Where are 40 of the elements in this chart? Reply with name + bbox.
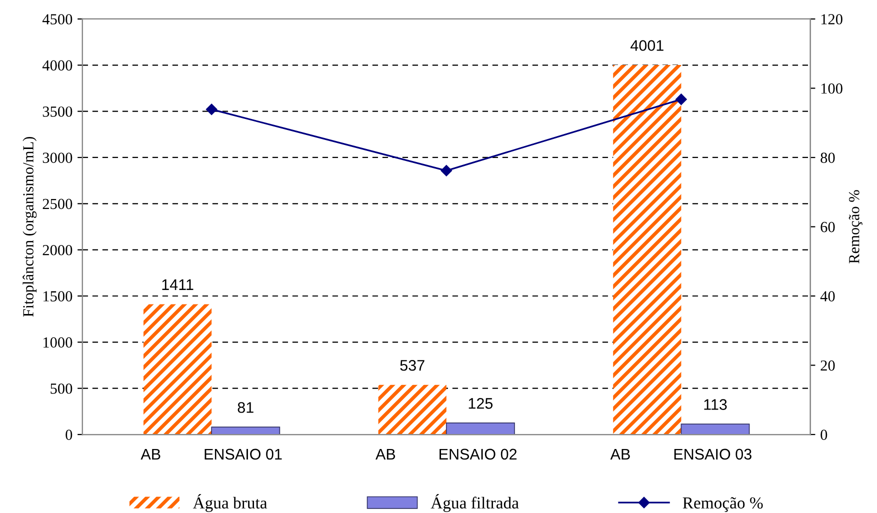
y2-tick-label: 100 <box>821 83 842 94</box>
y-tick-label: 4000 <box>42 60 72 71</box>
y-tick-label: 1500 <box>44 291 72 302</box>
point <box>676 94 687 105</box>
bar <box>680 424 750 435</box>
y2-tick-label: 60 <box>820 222 835 232</box>
point <box>206 104 218 115</box>
y-tick-label: 500 <box>50 383 72 394</box>
x-tick-label: AB ENSAIO 01 <box>140 448 282 460</box>
data-label: 81 <box>238 402 254 413</box>
legend-label: Água bruta <box>192 494 268 512</box>
y-tick-label: 4500 <box>42 14 72 24</box>
legend-label: Água filtrada <box>430 494 519 512</box>
y-tick-label: 2500 <box>42 198 72 210</box>
data-label: 537 <box>400 360 424 371</box>
y-tick-label: 1000 <box>44 337 72 348</box>
legend-label: Remoção % <box>682 497 763 512</box>
y2-tick-label: 40 <box>820 291 835 302</box>
y2-tick-label: 0 <box>820 430 828 440</box>
x-tick-label: AB ENSAIO 02 <box>376 448 517 460</box>
y2-tick-label: 120 <box>821 14 842 24</box>
y2-axis-title: Remoção % <box>848 190 862 264</box>
y-tick-label: 2000 <box>42 244 72 256</box>
point <box>440 165 452 176</box>
y2-tick-label: 80 <box>820 152 835 163</box>
bar <box>613 65 682 435</box>
y-tick-label: 3000 <box>42 152 72 163</box>
bar <box>378 384 446 435</box>
y2-tick-label: 20 <box>820 360 835 371</box>
x-tick-label: AB ENSAIO 03 <box>610 448 752 460</box>
bar <box>446 422 515 435</box>
y-tick-label: 0 <box>66 430 72 440</box>
bar <box>143 304 212 435</box>
data-label: 1411 <box>162 279 194 290</box>
y-axis-title: Fitoplâncton (organismo/mL) <box>22 136 37 317</box>
data-label: 113 <box>704 399 727 410</box>
data-label: 4001 <box>630 40 664 51</box>
data-label: 125 <box>468 398 493 409</box>
bar <box>211 426 280 435</box>
y-tick-label: 3500 <box>42 106 72 117</box>
